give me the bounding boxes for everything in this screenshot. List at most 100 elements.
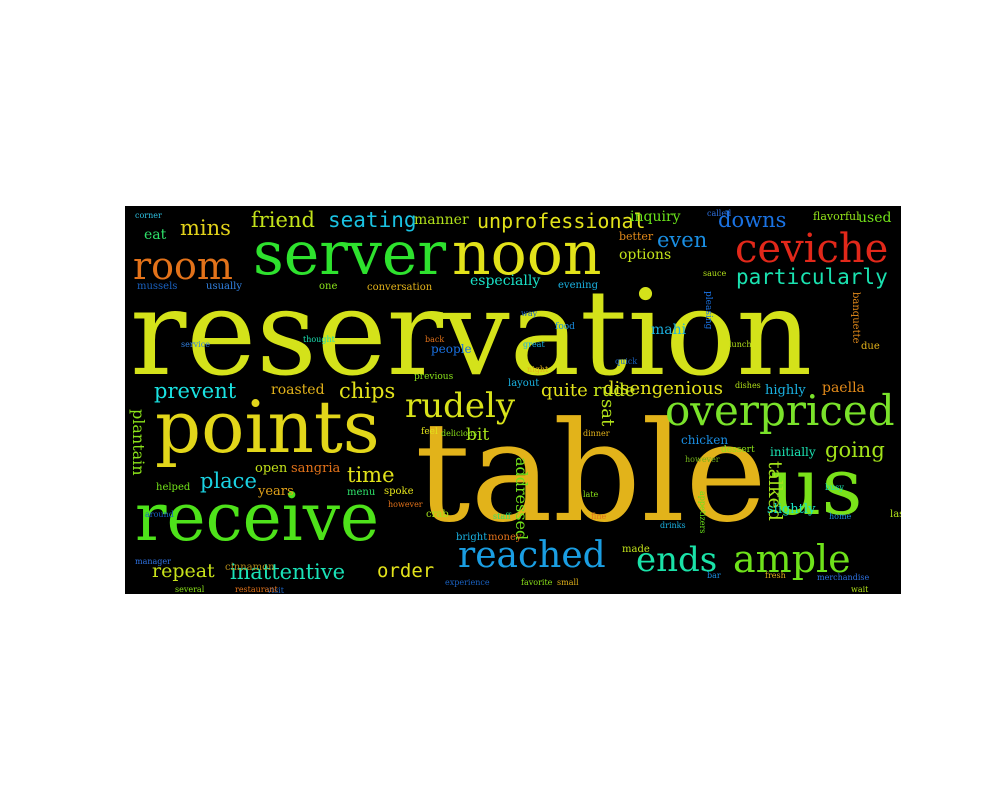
word-busy: busy <box>825 483 844 492</box>
word-eat: eat <box>144 227 167 243</box>
word-receive: receive <box>135 479 380 556</box>
word-late: late <box>583 490 599 499</box>
word-favorite: favorite <box>521 578 553 587</box>
word-helped: helped <box>156 482 191 493</box>
word-rudely: rudely <box>405 386 516 426</box>
word-feel: feel <box>421 427 438 437</box>
word-around: around <box>145 510 174 519</box>
word-mussels: mussels <box>137 281 178 292</box>
word-manager: manager <box>135 557 171 566</box>
word-points: points <box>155 385 380 469</box>
word-cinnamon: cinnamon <box>225 562 275 573</box>
word-night: night <box>527 365 549 374</box>
word-server: server <box>253 219 447 289</box>
word-way: way <box>521 309 538 318</box>
word-cloud: reservation table receive points us server noo… <box>125 206 901 594</box>
word-evening: evening <box>558 280 598 291</box>
word-called: called <box>707 209 732 218</box>
word-disengenious: disengenious <box>603 378 723 399</box>
word-mins: mins <box>180 216 231 240</box>
word-fresh: fresh <box>765 571 786 580</box>
word-money: money <box>488 532 522 543</box>
word-options: options <box>619 247 672 263</box>
word-merchandise: merchandise <box>817 573 870 582</box>
word-people: people <box>431 342 472 356</box>
word-flavorful: flavorful <box>813 210 860 223</box>
word-room: room <box>133 244 233 288</box>
word-experience: experience <box>445 578 490 587</box>
word-even: even <box>657 228 708 252</box>
word-dessert: dessert <box>721 445 755 455</box>
word-due: due <box>861 341 880 352</box>
word-time: time <box>347 463 395 487</box>
word-restaurant: restaurant <box>235 585 278 594</box>
word-back: back <box>425 335 445 344</box>
word-order: order <box>377 560 435 582</box>
word-layout: layout <box>508 378 540 389</box>
word-especially: especially <box>470 273 541 289</box>
word-drinks: drinks <box>660 521 686 530</box>
word-downs: downs <box>718 208 787 232</box>
word-place: place <box>200 469 257 493</box>
word-friend: friend <box>251 208 315 232</box>
word-several: several <box>175 585 205 594</box>
word-seating: seating <box>328 208 417 232</box>
word-sat: sat <box>597 399 618 427</box>
word-chicken: chicken <box>681 433 729 447</box>
word-dishes: dishes <box>735 381 761 390</box>
word-staff: staff <box>493 512 511 521</box>
word-chips: chips <box>339 379 396 403</box>
word-years: years <box>258 484 294 499</box>
word-usually: usually <box>206 281 243 292</box>
word-ceviche: ceviche <box>735 226 889 272</box>
word-sauce: sauce <box>703 269 727 278</box>
word-pleasing: pleasing <box>703 291 713 330</box>
word-table: table <box>415 392 767 553</box>
word-inattentive: inattentive <box>230 560 346 584</box>
word-noon: noon <box>452 219 602 289</box>
word-paella: paella <box>822 380 865 396</box>
word-rude: rude <box>593 380 636 401</box>
word-dinner: dinner <box>583 429 610 438</box>
word-open: open <box>255 461 288 476</box>
word-unprofessional: unprofessional <box>477 209 646 233</box>
word-highly: highly <box>765 383 806 398</box>
word-last: last <box>890 509 901 520</box>
word-conversation: conversation <box>367 282 433 293</box>
word-thought: thought <box>303 335 335 344</box>
word-however: however <box>388 500 423 509</box>
word-better: better <box>619 230 654 243</box>
word-manner: manner <box>414 212 469 228</box>
word-ends: ends <box>636 540 718 580</box>
word-quite: quite <box>541 380 588 401</box>
word-reached: reached <box>458 535 606 576</box>
word-ample: ample <box>733 537 851 581</box>
word-menu: menu <box>347 487 376 498</box>
word-bit: bit <box>466 425 490 445</box>
word-appetizers: appetizers <box>698 491 707 534</box>
word-plantain: plantain <box>129 409 148 476</box>
word-great: great <box>523 340 545 349</box>
word-bar: bar <box>707 571 721 580</box>
word-particularly: particularly <box>736 265 888 289</box>
word-reservation: reservation <box>130 264 813 402</box>
word-wait: wait <box>851 585 869 594</box>
word-overpriced: overpriced <box>665 386 895 435</box>
word-mahi: mahi <box>651 322 687 338</box>
word-corner: corner <box>135 211 162 220</box>
word-prevent: prevent <box>154 379 237 403</box>
word-sangria: sangria <box>291 461 341 476</box>
word-one: one <box>319 281 338 292</box>
word-visit: visit <box>267 586 284 595</box>
word-previous: previous <box>414 372 454 382</box>
word-small: small <box>557 578 579 587</box>
word-inquiry: inquiry <box>630 209 681 225</box>
word-fine: fine <box>591 512 607 521</box>
word-addressed: addressed <box>512 457 531 541</box>
word-banquette: banquette <box>850 292 861 344</box>
word-spoke: spoke <box>384 486 414 497</box>
word-slightly: slightly <box>767 502 816 517</box>
word-crab: crab <box>426 509 449 520</box>
word-lunch: lunch <box>729 340 752 349</box>
word-used: used <box>858 210 892 226</box>
